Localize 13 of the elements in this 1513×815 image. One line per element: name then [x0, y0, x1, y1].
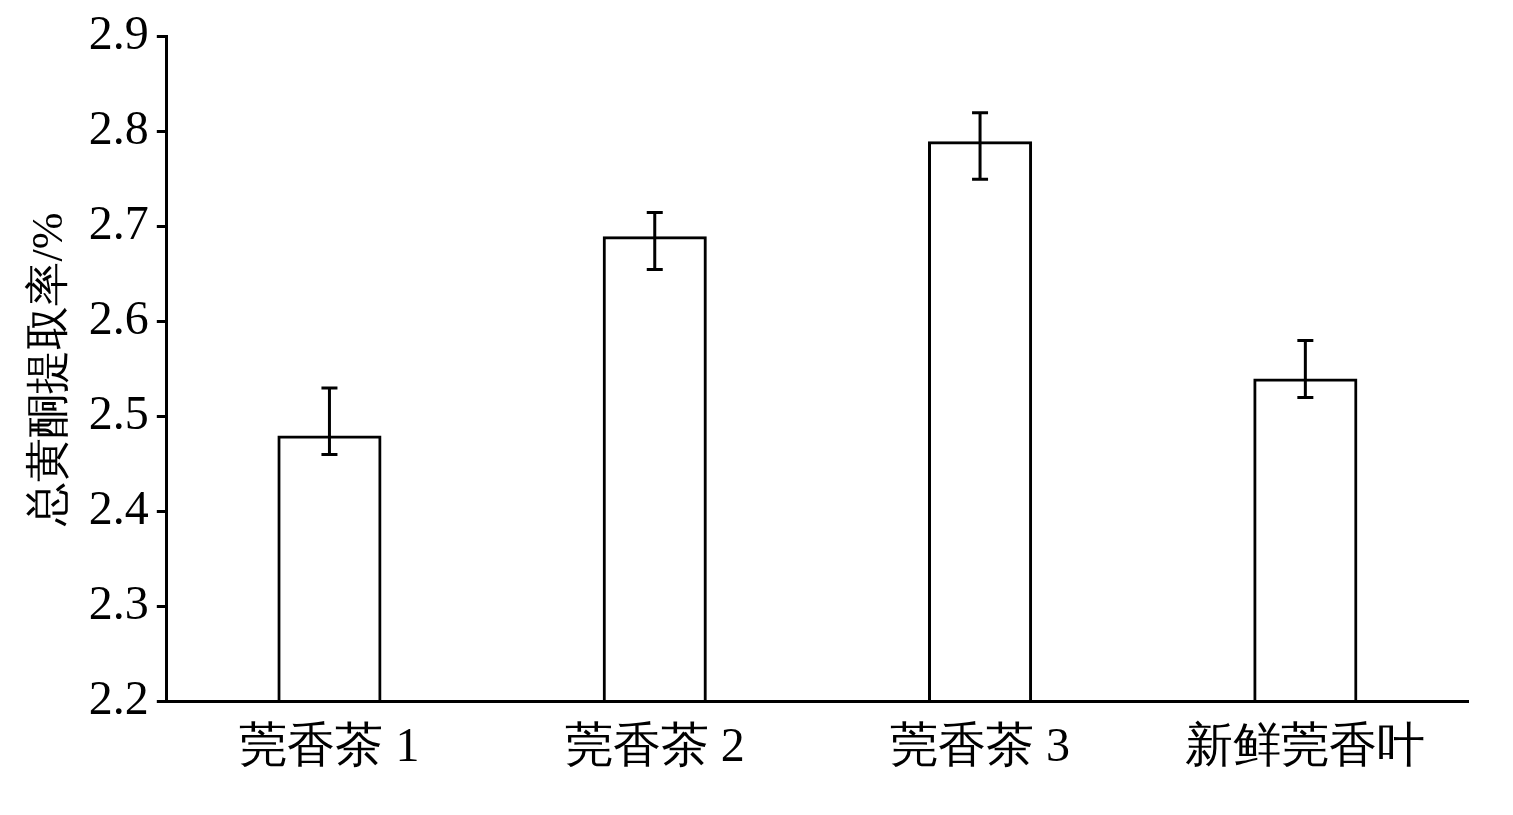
- x-tick-label: 莞香茶 1: [239, 717, 420, 771]
- x-tick-label: 莞香茶 2: [564, 717, 745, 771]
- y-tick-label: 2.6: [88, 291, 149, 345]
- y-tick-label: 2.8: [88, 101, 149, 155]
- y-tick-label: 2.5: [88, 386, 149, 440]
- y-tick-label: 2.7: [88, 196, 149, 250]
- x-tick-label: 莞香茶 3: [890, 717, 1071, 771]
- y-tick-label: 2.4: [88, 481, 149, 535]
- y-tick-label: 2.3: [88, 576, 149, 630]
- y-tick-label: 2.2: [88, 671, 149, 725]
- x-tick-label: 新鲜莞香叶: [1185, 717, 1426, 771]
- y-tick-label: 2.9: [88, 6, 149, 60]
- y-axis-title: 总黄酮提取率/%: [22, 212, 72, 527]
